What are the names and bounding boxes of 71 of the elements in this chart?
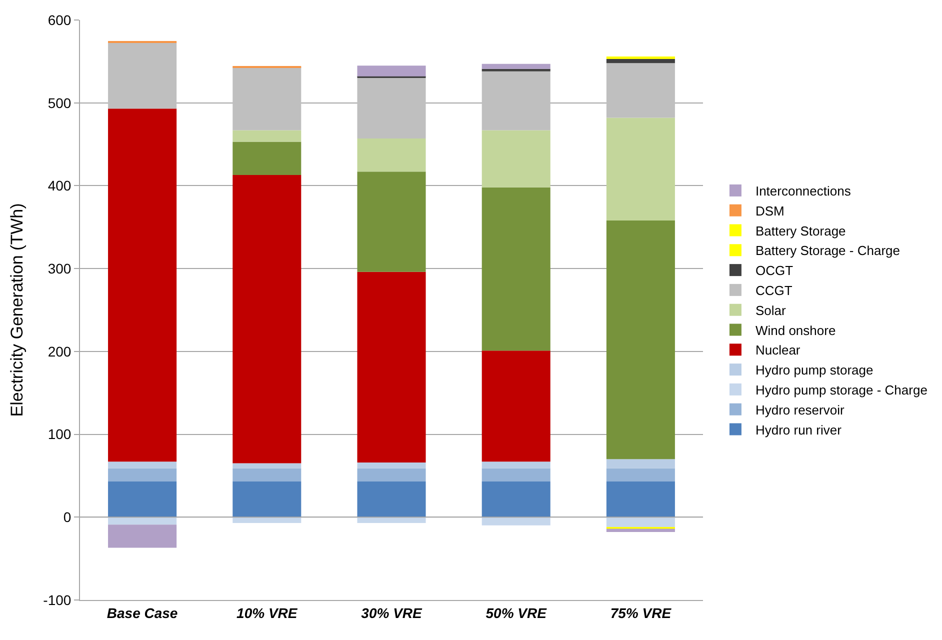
bar xyxy=(108,42,177,109)
y-tick-label: 600 xyxy=(48,12,72,28)
bar xyxy=(232,130,302,142)
y-axis-title: Electricity Generation (TWh) xyxy=(8,203,27,417)
legend-label: Wind onshore xyxy=(755,322,836,338)
x-tick-label: 75% VRE xyxy=(610,604,672,621)
legend-label: Hydro pump storage xyxy=(755,362,874,378)
y-tick-label: 400 xyxy=(48,178,72,194)
bar xyxy=(108,482,177,518)
bar xyxy=(606,459,675,468)
bar xyxy=(357,172,426,272)
bar xyxy=(108,462,177,468)
legend-label: Hydro reservoir xyxy=(755,402,845,418)
legend-label: Hydro pump storage - Charge xyxy=(755,382,928,398)
bar xyxy=(232,67,302,130)
y-tick-label: 200 xyxy=(48,343,72,360)
bar xyxy=(482,64,550,69)
bar xyxy=(108,517,177,525)
legend-label: OCGT xyxy=(755,263,794,278)
y-tick-label: -100 xyxy=(43,592,72,608)
x-tick-label: 30% VRE xyxy=(361,604,423,621)
bar xyxy=(357,482,426,518)
bar xyxy=(606,482,675,518)
bar xyxy=(482,68,550,72)
bar xyxy=(606,118,675,221)
y-tick-label: 0 xyxy=(63,509,72,526)
legend-label: Hydro run river xyxy=(755,422,842,438)
y-tick-label: 500 xyxy=(48,94,72,111)
bar xyxy=(482,350,550,462)
bar xyxy=(357,138,426,172)
bar xyxy=(108,524,177,548)
x-tick-label: 50% VRE xyxy=(486,604,548,621)
bar xyxy=(232,463,302,468)
bar xyxy=(606,58,675,64)
y-tick-label: 100 xyxy=(48,426,72,442)
legend-label: Interconnections xyxy=(755,184,852,199)
bar xyxy=(606,56,675,59)
bar xyxy=(606,220,675,460)
bar xyxy=(482,130,550,188)
bar xyxy=(482,462,550,468)
bar xyxy=(606,468,675,482)
bar xyxy=(482,482,550,518)
bar xyxy=(482,71,550,130)
bar xyxy=(232,517,302,523)
bar xyxy=(232,174,302,464)
y-tick-label: 300 xyxy=(48,260,72,276)
bar xyxy=(482,517,550,526)
bar xyxy=(232,482,302,518)
legend-label: Battery Storage xyxy=(755,223,846,238)
bar xyxy=(357,517,426,523)
legend-label: DSM xyxy=(755,203,784,218)
bar xyxy=(357,272,426,462)
bar xyxy=(232,142,302,175)
bar xyxy=(482,468,550,482)
bar xyxy=(482,187,550,351)
bar xyxy=(606,517,675,528)
bar xyxy=(108,108,177,462)
bar xyxy=(108,468,177,482)
legend-label: CCGT xyxy=(755,283,792,298)
bar xyxy=(606,528,675,532)
bar xyxy=(357,462,426,468)
legend-label: Battery Storage - Charge xyxy=(755,243,900,258)
bar xyxy=(606,63,675,118)
x-tick-label: 10% VRE xyxy=(236,604,298,621)
bar xyxy=(357,468,426,482)
bar xyxy=(232,468,302,482)
bar xyxy=(357,78,426,138)
legend-label: Solar xyxy=(755,302,786,318)
bar xyxy=(357,66,426,76)
legend-label: Nuclear xyxy=(755,342,801,358)
x-tick-label: Base Case xyxy=(106,604,178,621)
